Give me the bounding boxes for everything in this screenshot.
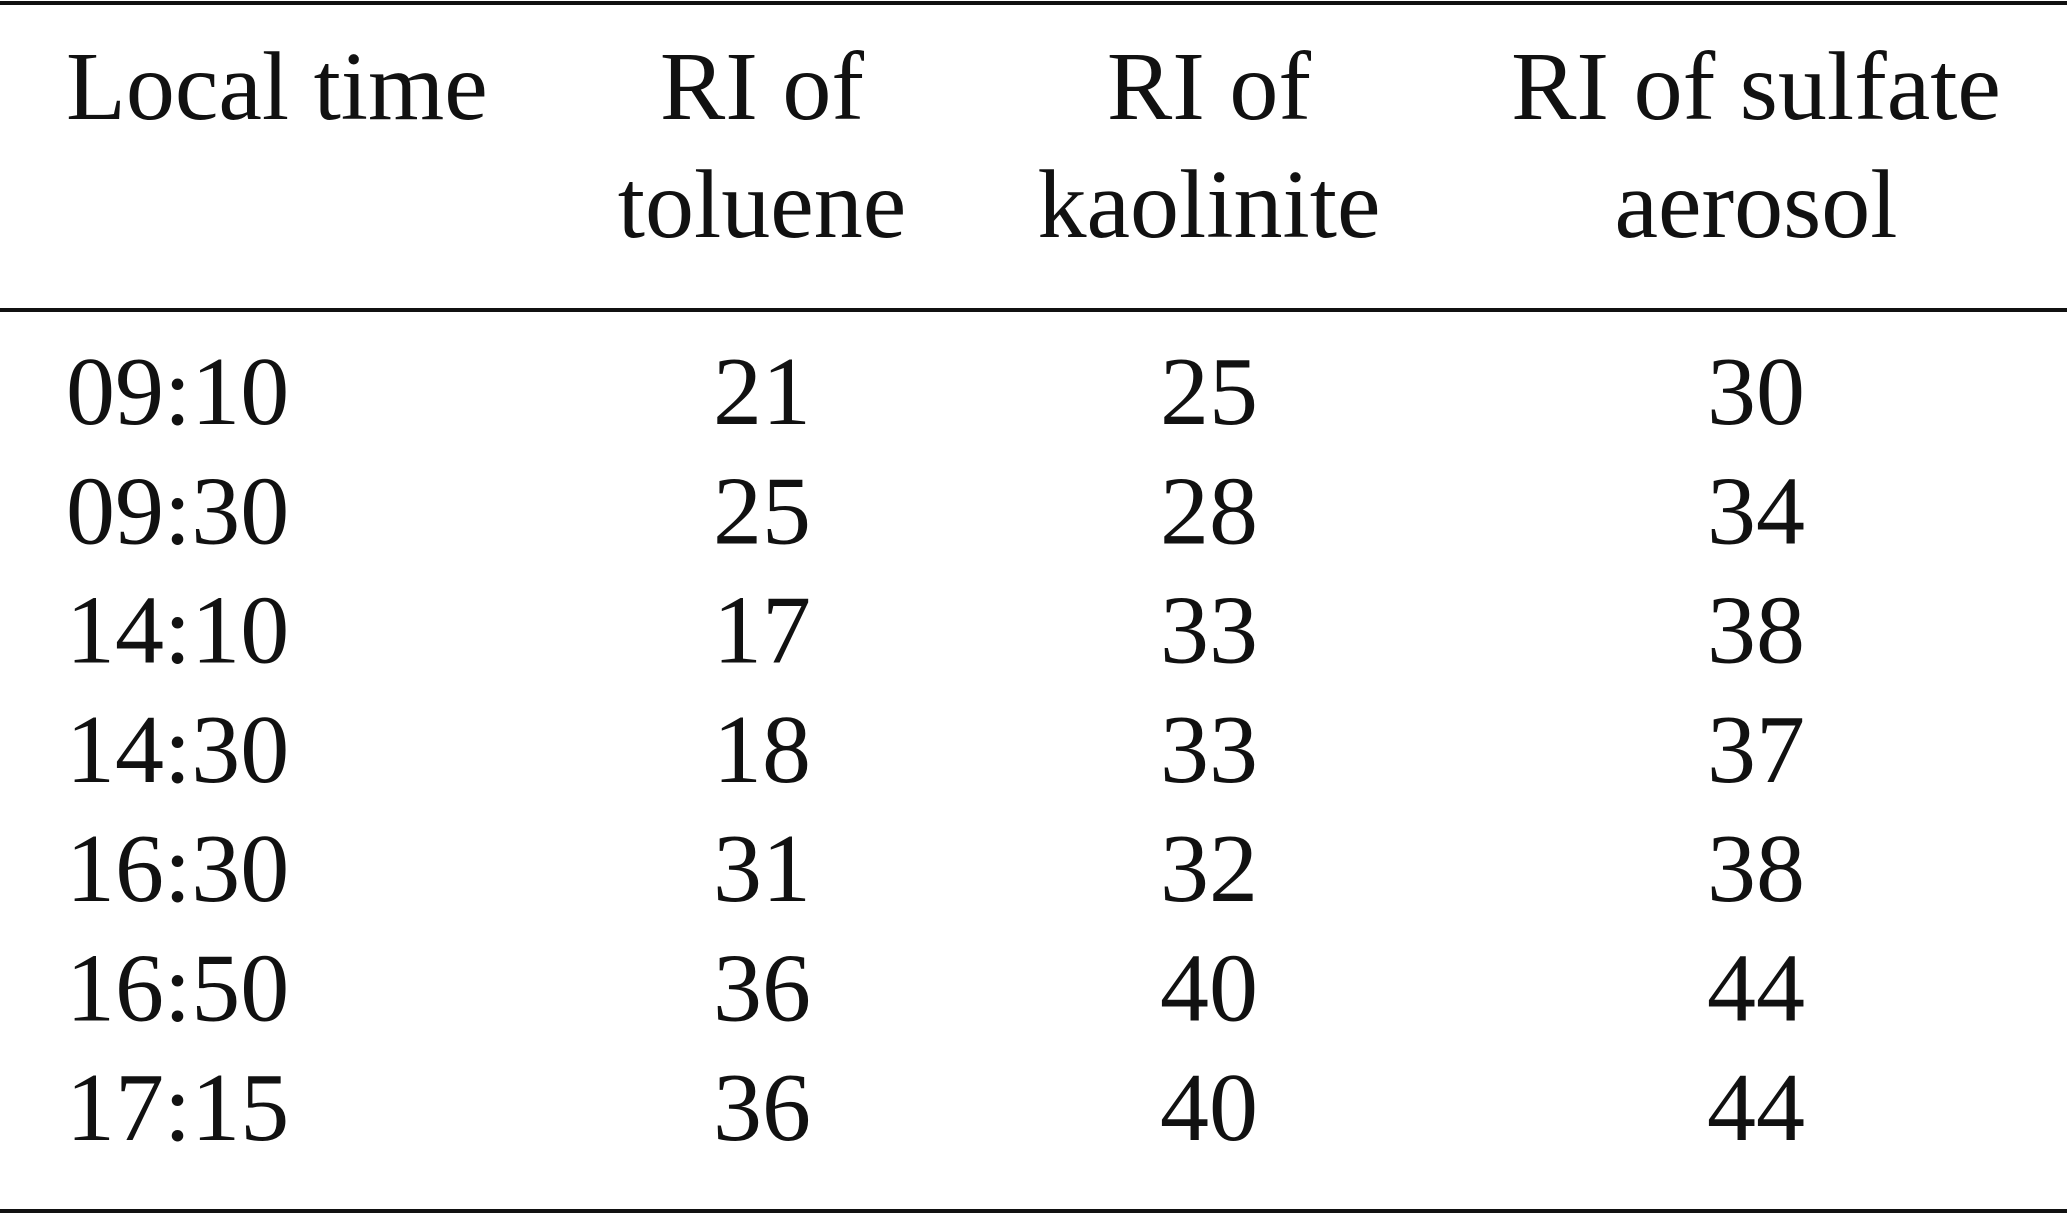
value-cell: 25 bbox=[713, 457, 811, 565]
time-cell: 09:10 bbox=[66, 338, 289, 446]
value-cell: 36 bbox=[713, 1054, 811, 1162]
header-cell: RI of sulfate bbox=[1511, 33, 2001, 141]
header-cell: RI of bbox=[660, 33, 865, 141]
value-cell: 44 bbox=[1707, 935, 1805, 1043]
time-cell: 09:30 bbox=[66, 457, 289, 565]
value-cell: 30 bbox=[1707, 338, 1805, 446]
value-cell: 31 bbox=[713, 815, 811, 923]
value-cell: 40 bbox=[1160, 1054, 1258, 1162]
value-cell: 40 bbox=[1160, 935, 1258, 1043]
value-cell: 33 bbox=[1160, 577, 1258, 685]
value-cell: 44 bbox=[1707, 1054, 1805, 1162]
value-cell: 32 bbox=[1160, 815, 1258, 923]
time-cell: 17:15 bbox=[66, 1054, 289, 1162]
value-cell: 38 bbox=[1707, 815, 1805, 923]
value-cell: 28 bbox=[1160, 457, 1258, 565]
header-cell: RI of bbox=[1107, 33, 1312, 141]
value-cell: 34 bbox=[1707, 457, 1805, 565]
value-cell: 21 bbox=[713, 338, 811, 446]
time-cell: 14:30 bbox=[66, 696, 289, 804]
value-cell: 18 bbox=[713, 696, 811, 804]
time-cell: 16:50 bbox=[66, 935, 289, 1043]
header-cell: Local time bbox=[66, 33, 488, 141]
time-cell: 14:10 bbox=[66, 577, 289, 685]
value-cell: 36 bbox=[713, 935, 811, 1043]
header-cell: kaolinite bbox=[1038, 151, 1381, 259]
header-cell: aerosol bbox=[1615, 151, 1898, 259]
value-cell: 33 bbox=[1160, 696, 1258, 804]
value-cell: 37 bbox=[1707, 696, 1805, 804]
header-cell: toluene bbox=[618, 151, 906, 259]
value-cell: 25 bbox=[1160, 338, 1258, 446]
value-cell: 38 bbox=[1707, 577, 1805, 685]
value-cell: 17 bbox=[713, 577, 811, 685]
time-cell: 16:30 bbox=[66, 815, 289, 923]
